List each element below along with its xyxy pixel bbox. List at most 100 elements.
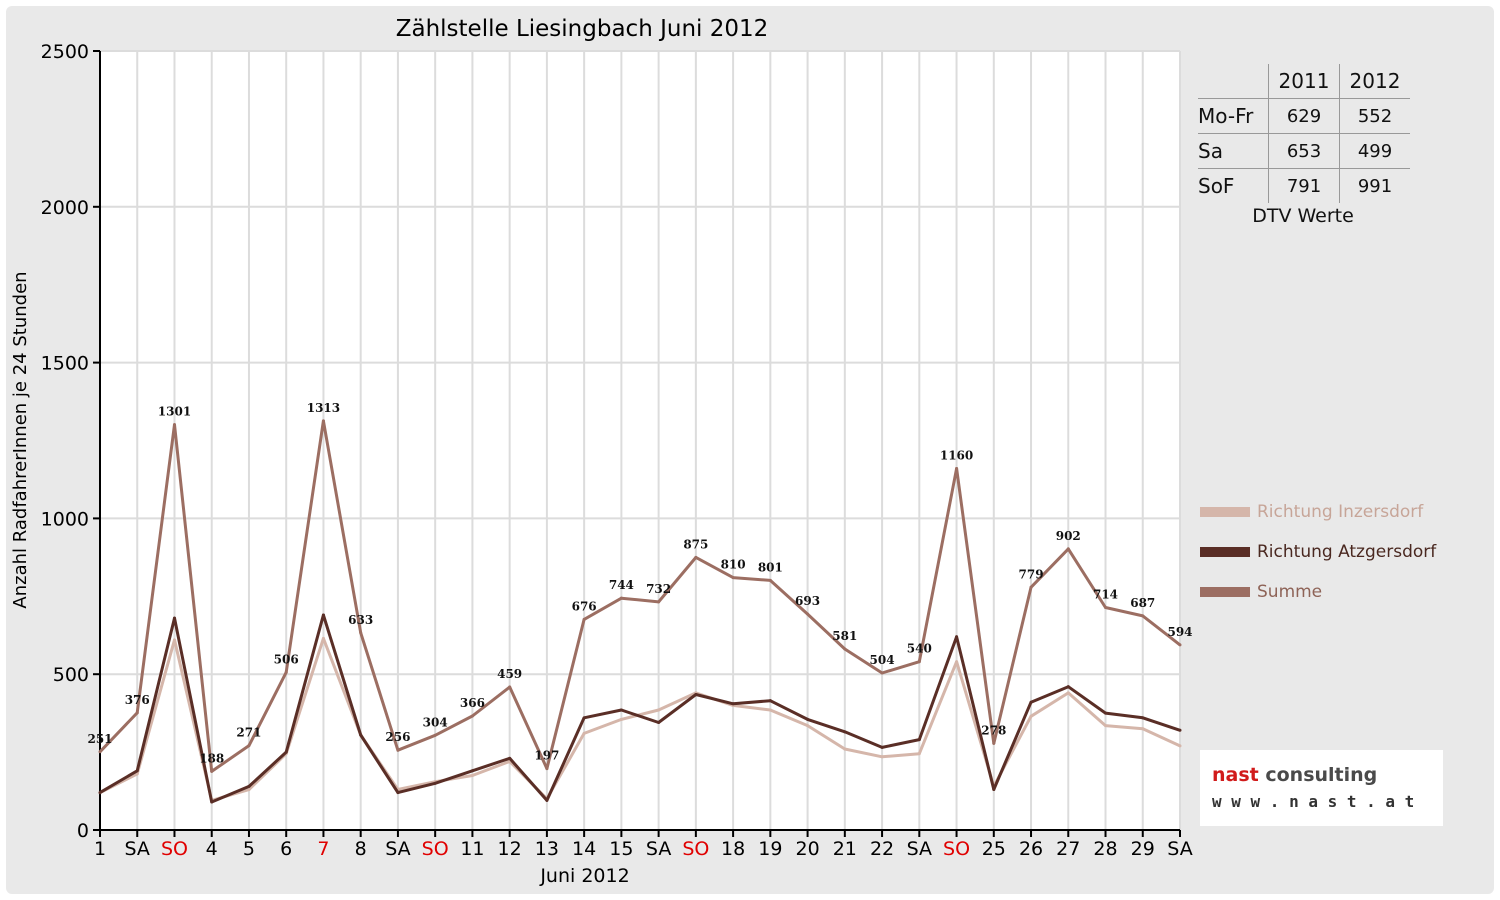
logo-name-accent: nast [1212, 764, 1259, 786]
data-label: 1313 [307, 401, 340, 415]
data-label: 1301 [158, 405, 191, 419]
data-point [1178, 744, 1182, 748]
data-point [508, 685, 512, 689]
data-point [210, 769, 214, 773]
data-label: 801 [758, 560, 783, 574]
data-point [321, 636, 325, 640]
x-tick-label: SA [1167, 838, 1192, 860]
data-label: 251 [87, 732, 112, 746]
data-point [359, 631, 363, 635]
x-axis-label: Juni 2012 [539, 865, 629, 887]
dtv-caption: DTV Werte [1252, 205, 1354, 227]
data-point [1141, 716, 1145, 720]
data-point [768, 708, 772, 712]
company-logo: nast consulting w w w . n a s t . a t [1200, 750, 1443, 826]
data-point [806, 612, 810, 616]
data-point [1029, 700, 1033, 704]
dtv-value: 552 [1339, 98, 1410, 134]
data-label: 188 [199, 751, 224, 765]
data-point [768, 699, 772, 703]
y-tick-label: 0 [77, 820, 89, 842]
data-point [657, 708, 661, 712]
data-label: 581 [832, 629, 857, 643]
data-point [545, 798, 549, 802]
data-label: 271 [236, 726, 261, 740]
data-point [619, 717, 623, 721]
data-point [1178, 643, 1182, 647]
data-point [843, 747, 847, 751]
dtv-corner [1198, 64, 1269, 99]
data-label: 687 [1130, 596, 1155, 610]
data-label: 256 [385, 730, 410, 744]
y-tick-label: 2500 [41, 41, 89, 63]
x-tick-label: 5 [243, 838, 255, 860]
x-tick-label: 28 [1093, 838, 1117, 860]
data-point [917, 752, 921, 756]
dtv-header-2012: 2012 [1339, 64, 1410, 99]
data-label: 875 [683, 537, 708, 551]
data-point [657, 720, 661, 724]
data-point [210, 800, 214, 804]
legend-swatch [1200, 587, 1250, 597]
logo-name-rest: consulting [1258, 764, 1378, 786]
chart-title: Zählstelle Liesingbach Juni 2012 [396, 16, 769, 42]
data-point [321, 613, 325, 617]
data-label: 506 [274, 652, 299, 666]
series-richtung-atzgersdorf [98, 613, 1182, 804]
data-label: 1160 [940, 449, 973, 463]
data-label: 459 [497, 667, 522, 681]
data-label: 540 [907, 642, 932, 656]
data-label: 744 [609, 578, 634, 592]
data-point [135, 711, 139, 715]
data-point [1178, 728, 1182, 732]
x-tick-label: 26 [1019, 838, 1043, 860]
data-point [806, 717, 810, 721]
data-point [396, 748, 400, 752]
dtv-row-label: SoF [1198, 168, 1269, 203]
data-label: 278 [981, 723, 1006, 737]
data-label: 902 [1056, 529, 1081, 543]
data-label: 504 [870, 653, 895, 667]
legend-item-inzersdorf: Richtung Inzersdorf [1200, 492, 1436, 532]
legend-swatch [1200, 507, 1250, 517]
y-tick-label: 1000 [41, 508, 89, 530]
legend: Richtung Inzersdorf Richtung Atzgersdorf… [1200, 492, 1436, 612]
data-point [768, 578, 772, 582]
x-tick-label: 11 [460, 838, 484, 860]
data-point [917, 738, 921, 742]
data-point [98, 750, 102, 754]
data-label: 366 [460, 696, 485, 710]
data-point [545, 767, 549, 771]
x-tick-label: 22 [870, 838, 894, 860]
x-tick-label: 19 [758, 838, 782, 860]
x-tick-label: 4 [206, 838, 218, 860]
dtv-value: 629 [1268, 98, 1340, 134]
y-tick-label: 2000 [41, 197, 89, 219]
data-point [359, 733, 363, 737]
data-label: 693 [795, 594, 820, 608]
x-tick-label: 8 [355, 838, 367, 860]
data-point [172, 423, 176, 427]
x-tick-label: 12 [498, 838, 522, 860]
y-tick-label: 500 [53, 664, 89, 686]
data-point [172, 616, 176, 620]
data-point [880, 755, 884, 759]
dtv-row-label: Sa [1198, 133, 1269, 169]
data-point [694, 692, 698, 696]
x-tick-label: 27 [1056, 838, 1080, 860]
data-point [470, 773, 474, 777]
x-tick-label: 25 [982, 838, 1006, 860]
data-point [247, 787, 251, 791]
legend-swatch [1200, 547, 1250, 557]
data-point [992, 741, 996, 745]
data-point [1141, 614, 1145, 618]
data-point [1066, 691, 1070, 695]
x-tick-label: 1 [94, 838, 106, 860]
x-tick-label: 13 [535, 838, 559, 860]
data-point [843, 730, 847, 734]
data-point [98, 791, 102, 795]
x-tick-label: 7 [317, 838, 329, 860]
data-point [508, 756, 512, 760]
data-point [284, 670, 288, 674]
data-point [694, 555, 698, 559]
